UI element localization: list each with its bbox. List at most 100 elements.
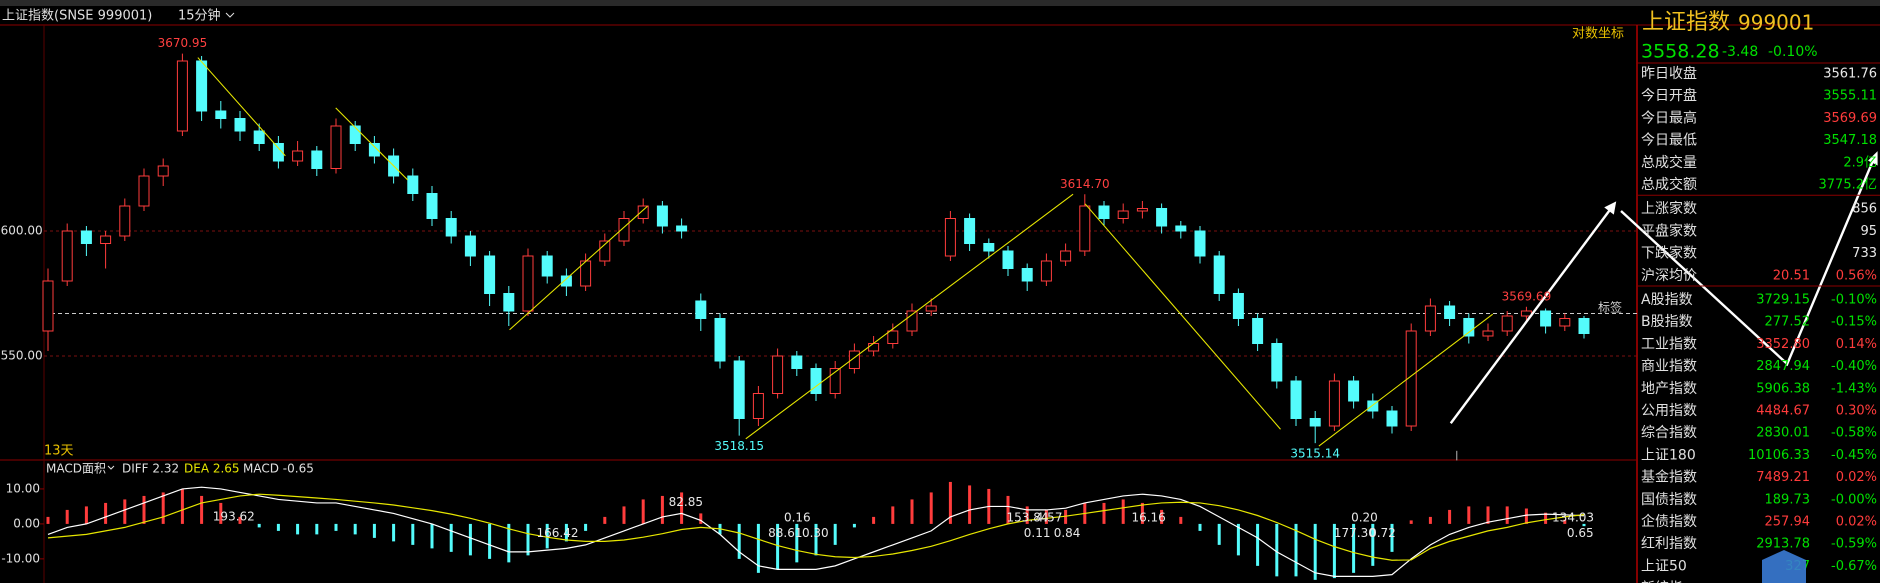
candle-body <box>42 280 54 332</box>
candle-body <box>1482 330 1494 337</box>
macd-bar <box>1294 523 1298 577</box>
dropdown-icon[interactable] <box>225 12 235 18</box>
arrow <box>1449 205 1614 424</box>
candle-body <box>1540 310 1552 327</box>
candle-body <box>1098 205 1110 219</box>
panel-label: 总成交额 <box>1641 176 1697 193</box>
macd-bar <box>1044 509 1048 524</box>
macd-bar <box>411 523 415 545</box>
panel-label: 公用指数 <box>1641 403 1697 419</box>
arrow-head <box>1604 201 1617 215</box>
y-tick-label: 3600.00 <box>0 224 43 238</box>
macd-title[interactable]: MACD面积 <box>46 462 106 476</box>
panel-pct: 0.14% <box>1836 337 1877 352</box>
macd-bar <box>1428 516 1432 524</box>
macd-area-label: 0.16 <box>784 510 811 524</box>
scale-label[interactable]: 对数坐标 <box>1572 27 1624 42</box>
toolbar-period[interactable]: 15分钟 <box>178 8 221 24</box>
candle-body <box>676 225 688 232</box>
macd-bar <box>1179 516 1183 524</box>
macd-bar <box>1256 523 1260 566</box>
low-label: 3518.15 <box>714 439 764 453</box>
candle-body <box>1290 380 1302 419</box>
macd-bar <box>1563 519 1567 524</box>
macd-bar <box>584 523 588 531</box>
macd-bar <box>1582 523 1586 527</box>
candle-body <box>196 60 208 112</box>
candle-body <box>1252 318 1264 344</box>
macd-bar <box>603 516 607 524</box>
candle-body <box>1501 315 1513 332</box>
candle-body <box>1194 230 1206 257</box>
candle-body <box>560 275 572 287</box>
candle-body <box>330 125 342 169</box>
candle-body <box>1271 343 1283 382</box>
top-strip <box>0 0 1880 6</box>
macd-bar <box>1352 523 1356 573</box>
macd-bar <box>660 495 664 524</box>
candle-body <box>1328 380 1340 427</box>
arrow <box>1620 210 1788 365</box>
panel-label: 地产指数 <box>1641 381 1697 397</box>
toolbar-symbol[interactable]: 上证指数(SNSE 999001) <box>2 9 152 24</box>
panel-value: 733 <box>1852 246 1877 261</box>
marker-label: 标签 <box>1598 300 1622 315</box>
dropdown-icon[interactable] <box>107 465 115 470</box>
macd-bar <box>641 499 645 524</box>
macd-bar <box>622 506 626 524</box>
panel-value: 4484.67 <box>1756 404 1810 419</box>
candle-body <box>848 350 860 369</box>
candle-body <box>464 235 476 257</box>
candle-body <box>1040 260 1052 282</box>
macd-bar <box>968 485 972 524</box>
candle-body <box>234 118 246 132</box>
candle-body <box>752 393 764 419</box>
macd-bar <box>507 523 511 563</box>
macd-bar <box>948 481 952 524</box>
panel-label: 企债指数 <box>1641 513 1697 530</box>
candle-body <box>1463 318 1475 337</box>
chart-layer <box>40 53 1637 580</box>
trend-line <box>745 193 1074 440</box>
macd-bar <box>814 523 818 556</box>
macd-bar <box>449 523 453 552</box>
macd-area-label: 0.72 <box>1369 526 1396 540</box>
candle-body <box>311 150 323 169</box>
panel-value: 856 <box>1852 202 1877 217</box>
app-icon <box>1762 550 1806 583</box>
macd-bar <box>1198 523 1202 531</box>
panel-label: 今日最低 <box>1641 133 1697 149</box>
macd-bar <box>84 506 88 524</box>
panel-label: 上涨家数 <box>1641 200 1697 217</box>
panel-pct: -0.45% <box>1831 448 1877 463</box>
candle-body <box>80 230 92 244</box>
candle-body <box>887 330 899 344</box>
panel-pct: 0.02% <box>1836 470 1877 485</box>
panel-label: 国债指数 <box>1641 492 1697 508</box>
panel-label: 沪深均价 <box>1641 268 1697 284</box>
macd-bar <box>833 523 837 545</box>
macd-area-label: 82.85 <box>669 495 703 509</box>
candle-body <box>368 143 380 157</box>
macd-bar <box>1448 509 1452 524</box>
macd-bar <box>776 523 780 570</box>
macd-bar <box>200 495 204 524</box>
panel-value: 95 <box>1860 224 1877 239</box>
panel-value: 2913.78 <box>1756 537 1810 552</box>
panel-value: 3352.80 <box>1756 337 1810 352</box>
macd-bar <box>737 523 741 559</box>
candle-body <box>1578 318 1590 334</box>
candle-body <box>445 218 457 237</box>
macd-bar <box>545 523 549 549</box>
macd-bar <box>238 516 242 524</box>
panel-label: 上证50 <box>1641 558 1687 574</box>
panel-pct: -0.40% <box>1831 359 1877 374</box>
panel-value: 20.51 <box>1773 268 1810 283</box>
macd-bar <box>852 523 856 528</box>
macd-bar <box>1275 523 1279 577</box>
candle-body <box>714 318 726 362</box>
candle-body <box>272 143 284 162</box>
candle-body <box>1079 205 1091 252</box>
